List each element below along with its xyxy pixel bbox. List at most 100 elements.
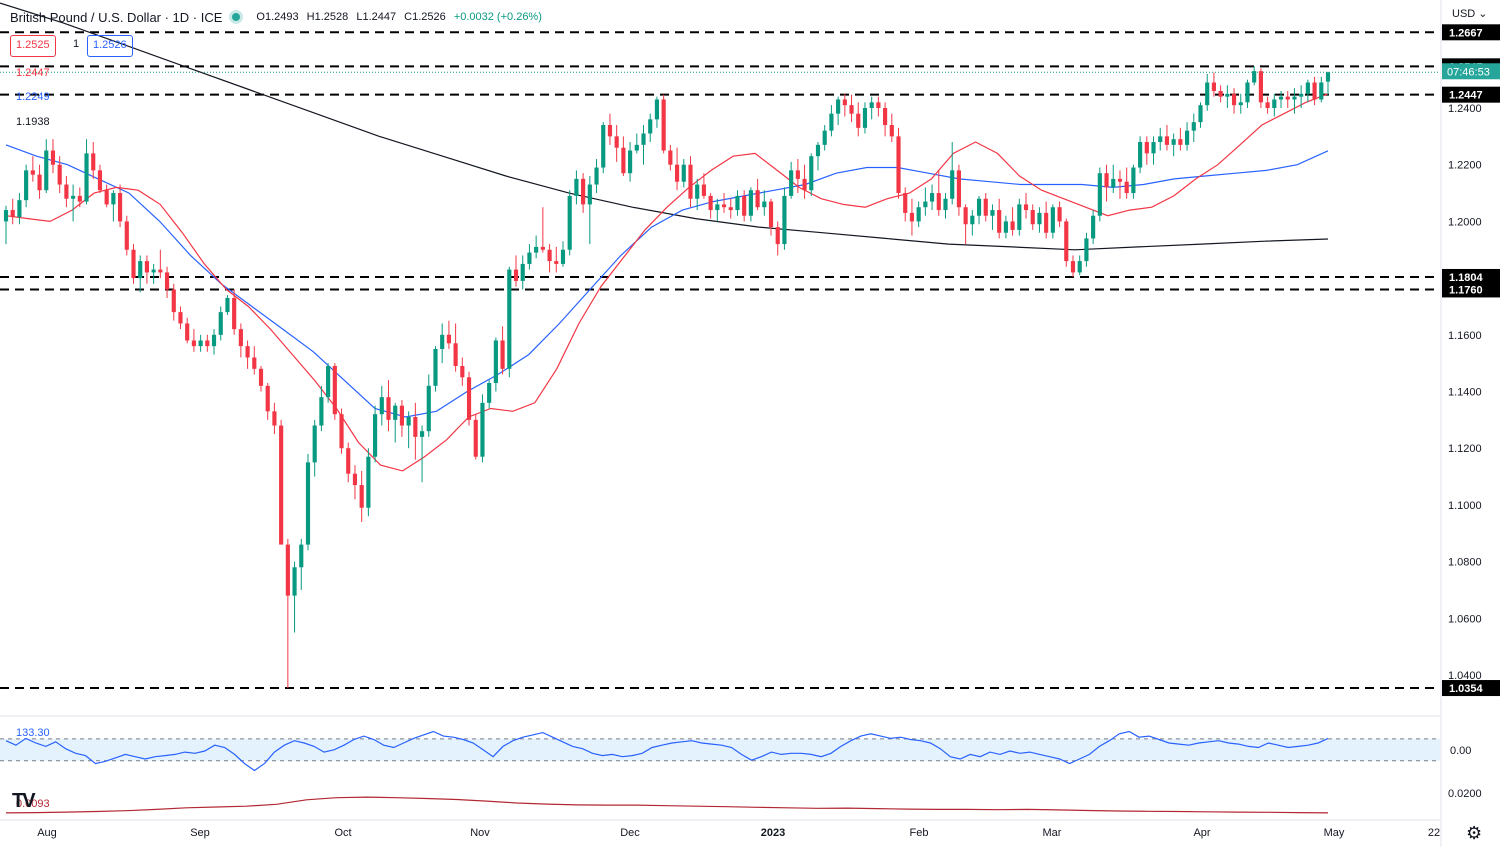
candle-body	[17, 200, 22, 218]
gear-icon[interactable]: ⚙	[1466, 823, 1483, 843]
candle-body	[413, 417, 418, 437]
candle-body	[1077, 261, 1082, 273]
candle-body	[97, 170, 103, 191]
candle-body	[446, 334, 451, 344]
candle-body	[1070, 261, 1076, 273]
candle-body	[1064, 221, 1069, 262]
candle-body	[742, 195, 747, 216]
candle-body	[721, 204, 727, 208]
candle-body	[909, 212, 915, 222]
time-tick-label: Mar	[1043, 827, 1062, 839]
candle-body	[493, 340, 498, 383]
candle-body	[607, 125, 613, 137]
candle-body	[1312, 82, 1317, 100]
countdown-tag	[1442, 63, 1500, 80]
candles-group	[3, 66, 1331, 689]
candle-body	[715, 204, 720, 211]
candle-body	[205, 340, 210, 347]
candle-body	[1211, 82, 1216, 91]
candle-body	[1091, 215, 1096, 239]
cci-band	[0, 738, 1440, 761]
candle-body	[809, 156, 814, 191]
candle-body	[3, 210, 9, 222]
level-price-tag	[1442, 268, 1500, 285]
candle-body	[460, 365, 465, 378]
time-tick-label: May	[1324, 827, 1345, 839]
candle-body	[540, 246, 545, 250]
price-tick-label: 1.0400	[1448, 670, 1482, 682]
candle-body	[1050, 207, 1055, 233]
candle-body	[178, 312, 183, 324]
candle-body	[701, 184, 706, 196]
time-tick-label: 2023	[761, 827, 785, 839]
candle-body	[836, 99, 841, 114]
candle-body	[1104, 173, 1109, 188]
candle-body	[782, 195, 787, 245]
level-price-label: 1.1760	[1449, 284, 1483, 296]
candle-body	[487, 382, 492, 403]
price-tick-label: 1.1400	[1448, 387, 1482, 399]
candle-body	[44, 150, 49, 191]
candle-body	[534, 246, 539, 253]
candle-body	[648, 119, 653, 134]
tradingview-logo[interactable]: TV	[12, 790, 36, 812]
ma200-label: 1.1938	[16, 116, 50, 128]
symbol-title[interactable]: British Pound / U.S. Dollar · 1D · ICE	[10, 9, 223, 25]
time-tick-label: Feb	[910, 827, 929, 839]
candle-body	[1131, 167, 1136, 194]
candle-body	[1278, 96, 1284, 100]
candle-body	[668, 150, 673, 165]
candle-body	[654, 99, 660, 120]
candle-body	[164, 272, 170, 290]
candle-body	[1164, 136, 1170, 145]
atr-axis-label: 0.0200	[1448, 788, 1482, 800]
candle-body	[755, 190, 760, 208]
candle-body	[312, 425, 317, 463]
sell-price-button[interactable]: 1.2525	[10, 35, 56, 57]
candle-body	[118, 193, 123, 222]
candle-body	[869, 102, 874, 108]
candle-body	[50, 150, 56, 165]
candle-body	[661, 99, 666, 151]
candle-body	[567, 195, 572, 250]
candle-body	[1299, 93, 1304, 97]
candle-body	[916, 207, 921, 222]
level-price-tag	[1442, 281, 1500, 298]
candle-body	[990, 210, 995, 216]
candle-body	[1023, 204, 1029, 211]
open-value: O1.2493	[256, 11, 299, 23]
candle-body	[131, 249, 136, 279]
currency-button[interactable]: USD ⌄	[1452, 8, 1488, 20]
candle-body	[1044, 212, 1049, 233]
candle-body	[1305, 82, 1310, 94]
candle-body	[1285, 96, 1290, 100]
atr-value-label: 0.0093	[16, 798, 50, 810]
candle-body	[842, 99, 847, 106]
candle-body	[1171, 139, 1176, 145]
candle-body	[158, 269, 163, 273]
candle-body	[453, 343, 458, 366]
candle-body	[849, 105, 854, 114]
candle-body	[480, 402, 485, 457]
buy-price-button[interactable]: 1.2526	[87, 35, 133, 57]
candle-body	[473, 419, 478, 457]
candle-body	[305, 462, 311, 545]
candle-body	[500, 340, 505, 369]
candle-body	[883, 108, 888, 126]
ma20-line	[5, 93, 1329, 472]
time-tick-label: Dec	[620, 827, 640, 839]
candle-body	[111, 193, 116, 205]
candle-body	[688, 164, 693, 199]
candle-body	[319, 397, 324, 426]
candle-body	[352, 473, 358, 486]
candle-body	[171, 289, 176, 313]
candle-body	[1292, 96, 1297, 100]
candle-body	[77, 195, 82, 202]
candle-body	[614, 136, 619, 148]
candle-body	[1003, 221, 1008, 233]
candle-body	[903, 193, 908, 213]
candle-body	[795, 170, 800, 179]
price-tick-label: 1.1200	[1448, 443, 1482, 455]
candle-body	[775, 227, 780, 245]
